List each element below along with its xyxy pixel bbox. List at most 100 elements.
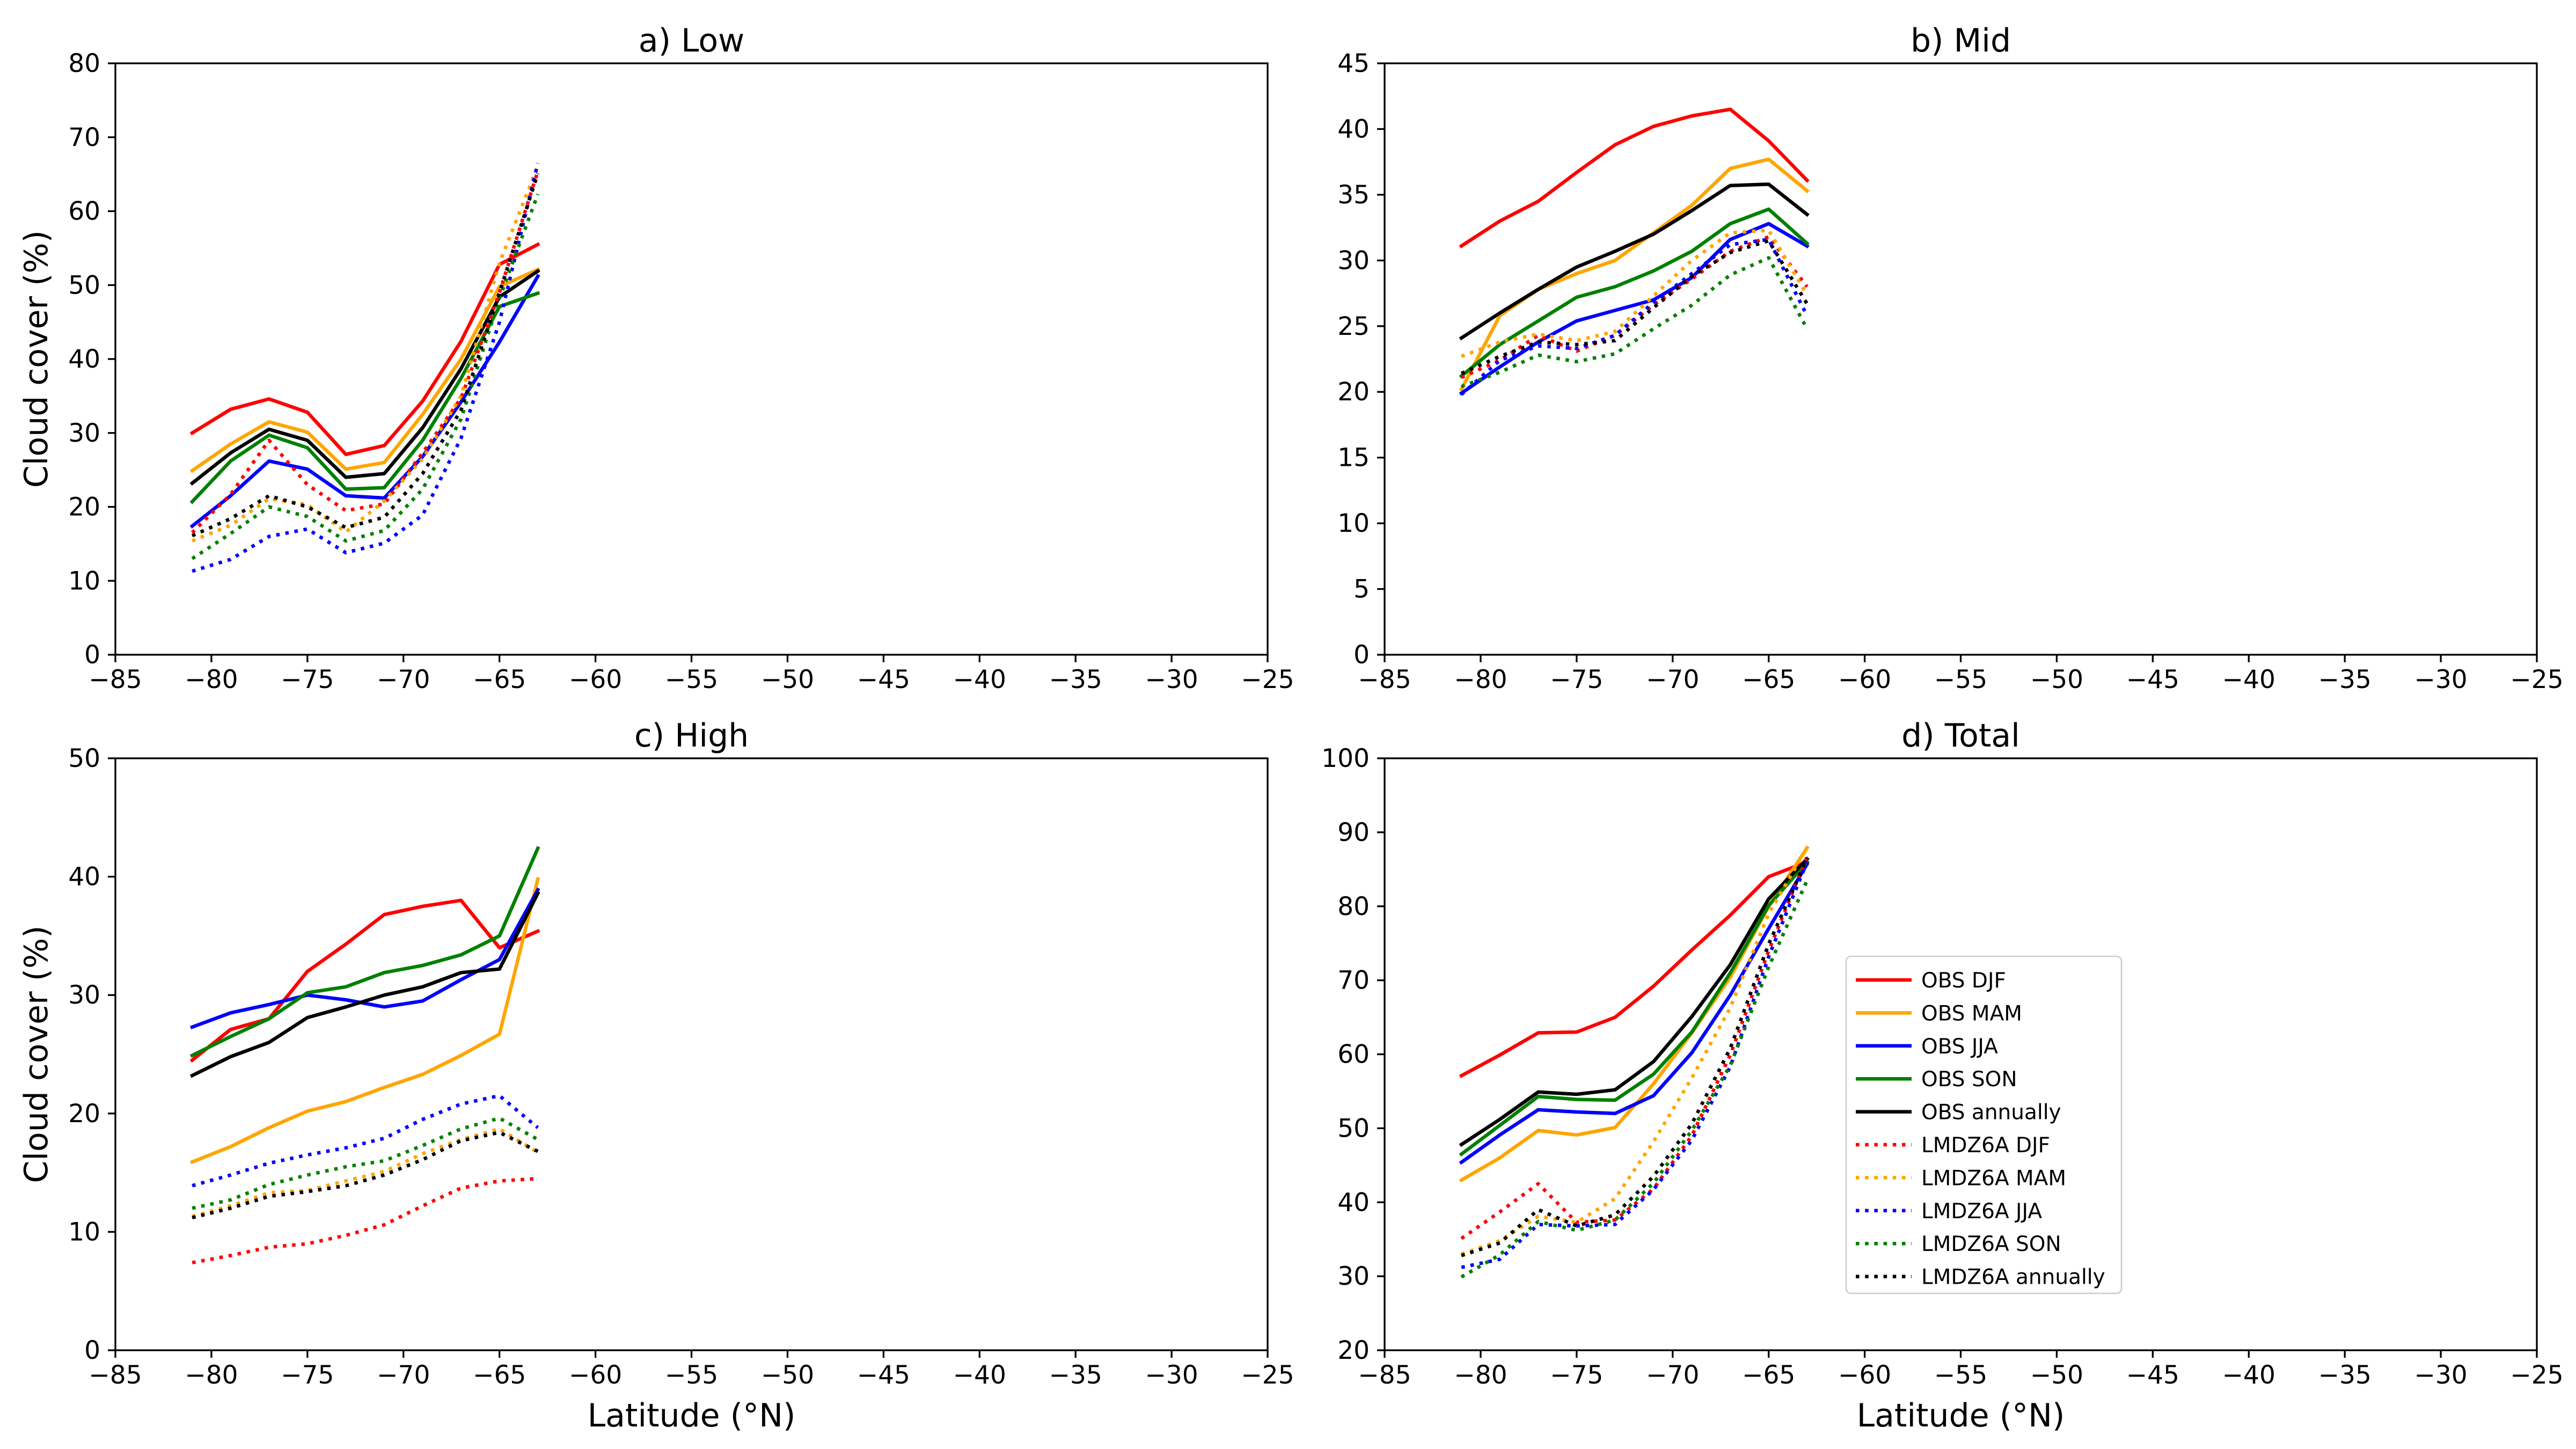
series-line-1-4 xyxy=(1459,182,1810,341)
series-line-2-0 xyxy=(189,898,540,1063)
series-line-0-4 xyxy=(189,268,540,486)
x-tick-label-0-2: −75 xyxy=(281,665,334,694)
series-line-2-7 xyxy=(192,1094,539,1188)
x-tick-label-3-2: −75 xyxy=(1550,1360,1603,1390)
chart-panel-1: −85 −80 −75 −70 −65 −60 −55 −50 −45 −40 −35 −30 −25 0… xyxy=(1337,22,2563,694)
y-tick-label-2-5: 50 xyxy=(68,744,100,773)
series-line-1-0 xyxy=(1459,107,1810,248)
chart-title-1: b) Mid xyxy=(1911,22,2011,60)
y-tick-label-3-4: 60 xyxy=(1337,1040,1370,1070)
y-tick-label-0-8: 80 xyxy=(68,49,100,78)
x-tick-label-0-11: −30 xyxy=(1145,665,1198,694)
x-tick-label-2-12: −25 xyxy=(1241,1360,1294,1390)
series-line-0-6 xyxy=(191,165,540,543)
y-tick-label-2-3: 30 xyxy=(68,980,100,1010)
series-line-0-0 xyxy=(189,242,540,456)
x-tick-label-0-5: −60 xyxy=(569,665,622,694)
y-tick-label-1-5: 25 xyxy=(1337,312,1370,341)
x-tick-label-2-4: −65 xyxy=(473,1360,526,1390)
series-line-0-8 xyxy=(191,193,540,560)
series-line-0-5 xyxy=(191,171,540,534)
legend-entry-8: LMDZ6A SON xyxy=(1921,1232,2061,1256)
x-tick-label-3-7: −50 xyxy=(2030,1360,2083,1390)
y-tick-label-3-1: 30 xyxy=(1337,1262,1370,1291)
y-tick-label-1-1: 5 xyxy=(1353,575,1370,604)
series-line-2-5 xyxy=(192,1176,538,1264)
x-tick-label-2-8: −45 xyxy=(857,1360,910,1390)
y-tick-label-3-5: 70 xyxy=(1337,966,1370,996)
series-line-3-4 xyxy=(1459,856,1810,1147)
x-tick-label-2-0: −85 xyxy=(89,1360,142,1390)
chart-title-0: a) Low xyxy=(639,22,744,60)
legend-entry-2: OBS JJA xyxy=(1921,1035,1998,1059)
y-tick-label-1-2: 10 xyxy=(1337,509,1370,538)
x-tick-label-1-8: −45 xyxy=(2126,665,2179,694)
chart-title-2: c) High xyxy=(634,717,749,755)
x-tick-label-1-2: −75 xyxy=(1550,665,1603,694)
y-tick-label-2-0: 0 xyxy=(84,1336,100,1365)
x-tick-label-2-11: −30 xyxy=(1145,1360,1198,1390)
x-tick-label-2-7: −50 xyxy=(761,1360,814,1390)
x-tick-label-1-7: −50 xyxy=(2030,665,2083,694)
x-tick-label-0-3: −70 xyxy=(377,665,430,694)
series-line-2-9 xyxy=(192,1130,539,1220)
x-axis-label-2: Latitude (°N) xyxy=(588,1397,796,1435)
x-tick-label-3-5: −60 xyxy=(1838,1360,1891,1390)
x-tick-label-2-9: −40 xyxy=(953,1360,1006,1390)
x-tick-label-3-6: −55 xyxy=(1934,1360,1987,1390)
y-tick-label-1-0: 0 xyxy=(1353,640,1370,670)
x-tick-label-0-0: −85 xyxy=(89,665,142,694)
series-line-1-6 xyxy=(1460,228,1809,358)
x-tick-label-2-6: −55 xyxy=(665,1360,718,1390)
x-tick-label-3-10: −35 xyxy=(2318,1360,2372,1390)
y-tick-label-0-7: 70 xyxy=(68,123,100,152)
x-tick-label-2-2: −75 xyxy=(281,1360,334,1390)
plot-frame-0 xyxy=(114,62,1269,656)
series-line-3-3 xyxy=(1459,859,1810,1157)
x-tick-label-1-3: −70 xyxy=(1646,665,1699,694)
y-tick-label-2-2: 20 xyxy=(68,1099,100,1129)
y-tick-label-0-6: 60 xyxy=(68,197,100,226)
series-line-3-9 xyxy=(1461,857,1809,1257)
series-line-3-8 xyxy=(1460,880,1809,1279)
y-tick-label-0-4: 40 xyxy=(68,345,100,374)
series-line-2-1 xyxy=(189,877,540,1165)
y-tick-label-3-8: 100 xyxy=(1321,744,1370,773)
x-tick-label-1-9: −40 xyxy=(2222,665,2275,694)
x-tick-label-3-4: −65 xyxy=(1742,1360,1795,1390)
series-line-0-1 xyxy=(189,267,540,473)
legend: OBS DJF OBS MAM OBS JJA OBS SON OBS annually… xyxy=(1845,955,2123,1294)
series-line-3-0 xyxy=(1459,859,1810,1078)
y-tick-label-0-5: 50 xyxy=(68,270,100,300)
y-tick-label-2-1: 10 xyxy=(68,1217,100,1247)
x-tick-label-0-6: −55 xyxy=(665,665,718,694)
x-tick-label-3-12: −25 xyxy=(2510,1360,2563,1390)
legend-entry-4: OBS annually xyxy=(1921,1101,2061,1125)
legend-entry-6: LMDZ6A MAM xyxy=(1921,1166,2066,1190)
y-tick-label-2-4: 40 xyxy=(68,862,100,892)
series-line-3-1 xyxy=(1459,845,1810,1183)
x-tick-label-3-3: −70 xyxy=(1646,1360,1699,1390)
legend-entry-3: OBS SON xyxy=(1921,1067,2017,1092)
chart-title-3: d) Total xyxy=(1901,717,2020,755)
legend-entry-7: LMDZ6A JJA xyxy=(1921,1199,2042,1224)
series-line-1-2 xyxy=(1459,222,1810,396)
x-tick-label-3-11: −30 xyxy=(2414,1360,2467,1390)
y-tick-label-0-0: 0 xyxy=(84,640,100,670)
y-tick-label-1-3: 15 xyxy=(1337,443,1370,473)
chart-panel-0: −85 −80 −75 −70 −65 −60 −55 −50 −45 −40 −35 −30 −25 0… xyxy=(18,22,1294,694)
y-tick-label-1-4: 20 xyxy=(1337,377,1370,407)
series-line-0-2 xyxy=(189,274,540,529)
y-axis-label-0: Cloud cover (%) xyxy=(18,230,55,488)
y-tick-label-1-9: 45 xyxy=(1337,49,1370,78)
y-axis-label-2: Cloud cover (%) xyxy=(18,925,55,1183)
x-tick-label-1-12: −25 xyxy=(2510,665,2563,694)
series-line-1-3 xyxy=(1459,207,1810,379)
series-line-2-3 xyxy=(189,846,540,1058)
x-tick-label-3-9: −40 xyxy=(2222,1360,2275,1390)
x-tick-label-2-10: −35 xyxy=(1049,1360,1102,1390)
x-tick-label-2-3: −70 xyxy=(377,1360,430,1390)
legend-entry-9: LMDZ6A annually xyxy=(1921,1265,2105,1290)
series-line-1-9 xyxy=(1460,239,1809,375)
